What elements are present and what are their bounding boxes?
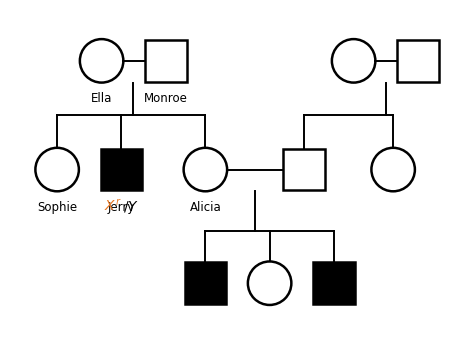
Text: Ella: Ella (91, 92, 112, 105)
Text: Monroe: Monroe (144, 92, 188, 105)
Bar (184, 262, 226, 304)
Circle shape (183, 148, 227, 191)
Text: $\it{X}^r$: $\it{X}^r$ (104, 198, 121, 214)
Bar (283, 149, 325, 190)
Text: Alicia: Alicia (190, 201, 221, 214)
Text: Jerry: Jerry (108, 201, 135, 214)
Bar (145, 40, 187, 82)
Circle shape (80, 39, 123, 83)
Text: Sophie: Sophie (37, 201, 77, 214)
Bar (313, 262, 355, 304)
Circle shape (248, 261, 292, 305)
Bar (100, 149, 142, 190)
Circle shape (332, 39, 375, 83)
Circle shape (36, 148, 79, 191)
Circle shape (372, 148, 415, 191)
Bar (397, 40, 438, 82)
Text: $/\it{Y}$: $/\it{Y}$ (123, 199, 139, 214)
